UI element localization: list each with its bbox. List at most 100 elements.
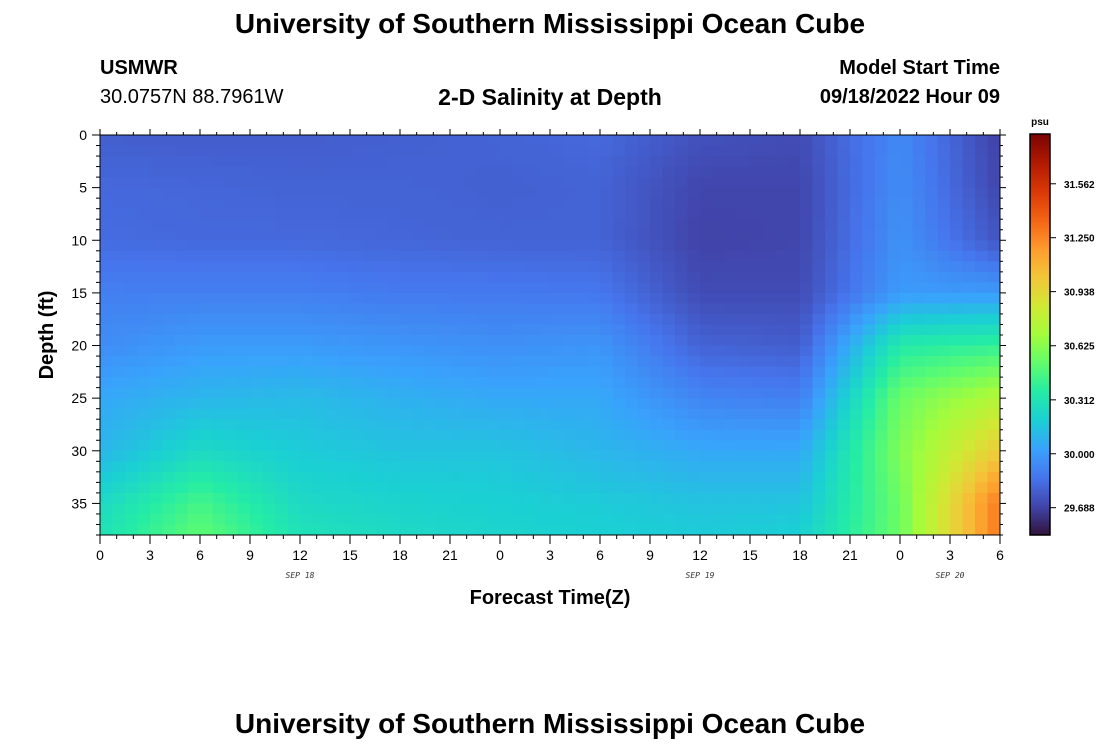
heatmap-cell <box>975 461 989 473</box>
heatmap-cell <box>962 513 976 526</box>
heatmap-cell <box>962 324 976 336</box>
heatmap-cell <box>337 419 351 431</box>
heatmap-cell <box>612 482 626 494</box>
heatmap-cell <box>500 387 514 399</box>
heatmap-cell <box>525 408 539 420</box>
heatmap-cell <box>700 229 714 241</box>
heatmap-cell <box>975 408 989 420</box>
heatmap-cell <box>650 156 664 168</box>
heatmap-cell <box>900 366 914 378</box>
heatmap-cell <box>937 356 951 368</box>
heatmap-cell <box>437 471 451 483</box>
heatmap-cell <box>862 492 876 505</box>
heatmap-cell <box>412 135 426 147</box>
heatmap-cell <box>887 250 901 262</box>
heatmap-cell <box>975 271 989 283</box>
heatmap-cell <box>800 166 814 178</box>
heatmap-cell <box>812 429 826 441</box>
heatmap-cell <box>812 145 826 157</box>
heatmap-cell <box>825 229 839 241</box>
heatmap-cell <box>675 482 689 494</box>
heatmap-cell <box>975 387 989 399</box>
heatmap-cell <box>462 208 476 220</box>
heatmap-cell <box>387 303 401 315</box>
heatmap-cell <box>150 324 164 336</box>
heatmap-cell <box>587 513 601 526</box>
heatmap-cell <box>387 377 401 389</box>
heatmap-cell <box>675 440 689 452</box>
heatmap-cell <box>137 177 151 189</box>
heatmap-cell <box>375 240 389 252</box>
heatmap-cell <box>687 429 701 441</box>
heatmap-cell <box>175 356 189 368</box>
heatmap-cell <box>362 166 376 178</box>
heatmap-cell <box>550 187 564 199</box>
heatmap-cell <box>275 482 289 494</box>
heatmap-cell <box>900 377 914 389</box>
heatmap-cell <box>950 356 964 368</box>
heatmap-cell <box>937 303 951 315</box>
heatmap-cell <box>787 471 801 483</box>
heatmap-cell <box>387 156 401 168</box>
heatmap-cell <box>850 345 864 357</box>
heatmap-cell <box>875 324 889 336</box>
heatmap-cell <box>725 166 739 178</box>
heatmap-cell <box>862 356 876 368</box>
heatmap-cell <box>762 335 776 347</box>
heatmap-cell <box>612 387 626 399</box>
heatmap-cell <box>450 398 464 410</box>
heatmap-cell <box>600 524 614 535</box>
heatmap-cell <box>712 524 726 535</box>
x-tick-label: 12 <box>292 547 308 563</box>
heatmap-cell <box>537 461 551 473</box>
heatmap-cell <box>450 408 464 420</box>
heatmap-cell <box>225 313 239 326</box>
heatmap-cell <box>950 145 964 157</box>
heatmap-cell <box>887 398 901 410</box>
heatmap-cell <box>650 208 664 220</box>
heatmap-cell <box>587 282 601 294</box>
heatmap-cell <box>100 282 114 294</box>
heatmap-cell <box>250 419 264 431</box>
heatmap-cell <box>237 377 251 389</box>
heatmap-cell <box>912 166 926 178</box>
heatmap-cell <box>487 335 501 347</box>
heatmap-cell <box>687 156 701 168</box>
heatmap-cell <box>400 345 414 357</box>
heatmap-cell <box>775 208 789 220</box>
heatmap-cell <box>775 187 789 199</box>
heatmap-cell <box>650 492 664 505</box>
heatmap-cell <box>350 345 364 357</box>
heatmap-cell <box>200 345 214 357</box>
heatmap-cell <box>737 513 751 526</box>
heatmap-cell <box>850 492 864 505</box>
heatmap-cell <box>737 187 751 199</box>
heatmap-cell <box>962 492 976 505</box>
heatmap-cell <box>712 398 726 410</box>
heatmap-cell <box>125 135 139 147</box>
heatmap-cell <box>950 429 964 441</box>
heatmap-cell <box>237 303 251 315</box>
heatmap-cell <box>487 377 501 389</box>
heatmap-cell <box>337 482 351 494</box>
heatmap-cell <box>400 187 414 199</box>
heatmap-cell <box>662 219 676 231</box>
heatmap-cell <box>275 282 289 294</box>
heatmap-cell <box>425 303 439 315</box>
heatmap-cell <box>437 250 451 262</box>
heatmap-cell <box>412 524 426 535</box>
heatmap-cell <box>362 408 376 420</box>
heatmap-cell <box>962 377 976 389</box>
heatmap-cell <box>537 366 551 378</box>
heatmap-cell <box>112 524 126 535</box>
heatmap-cell <box>325 366 339 378</box>
heatmap-cell <box>337 440 351 452</box>
heatmap-cell <box>437 429 451 441</box>
heatmap-cell <box>425 377 439 389</box>
heatmap-cell <box>662 303 676 315</box>
heatmap-cell <box>687 440 701 452</box>
heatmap-cell <box>800 187 814 199</box>
heatmap-cell <box>425 292 439 305</box>
heatmap-cell <box>225 419 239 431</box>
heatmap-cell <box>625 282 639 294</box>
